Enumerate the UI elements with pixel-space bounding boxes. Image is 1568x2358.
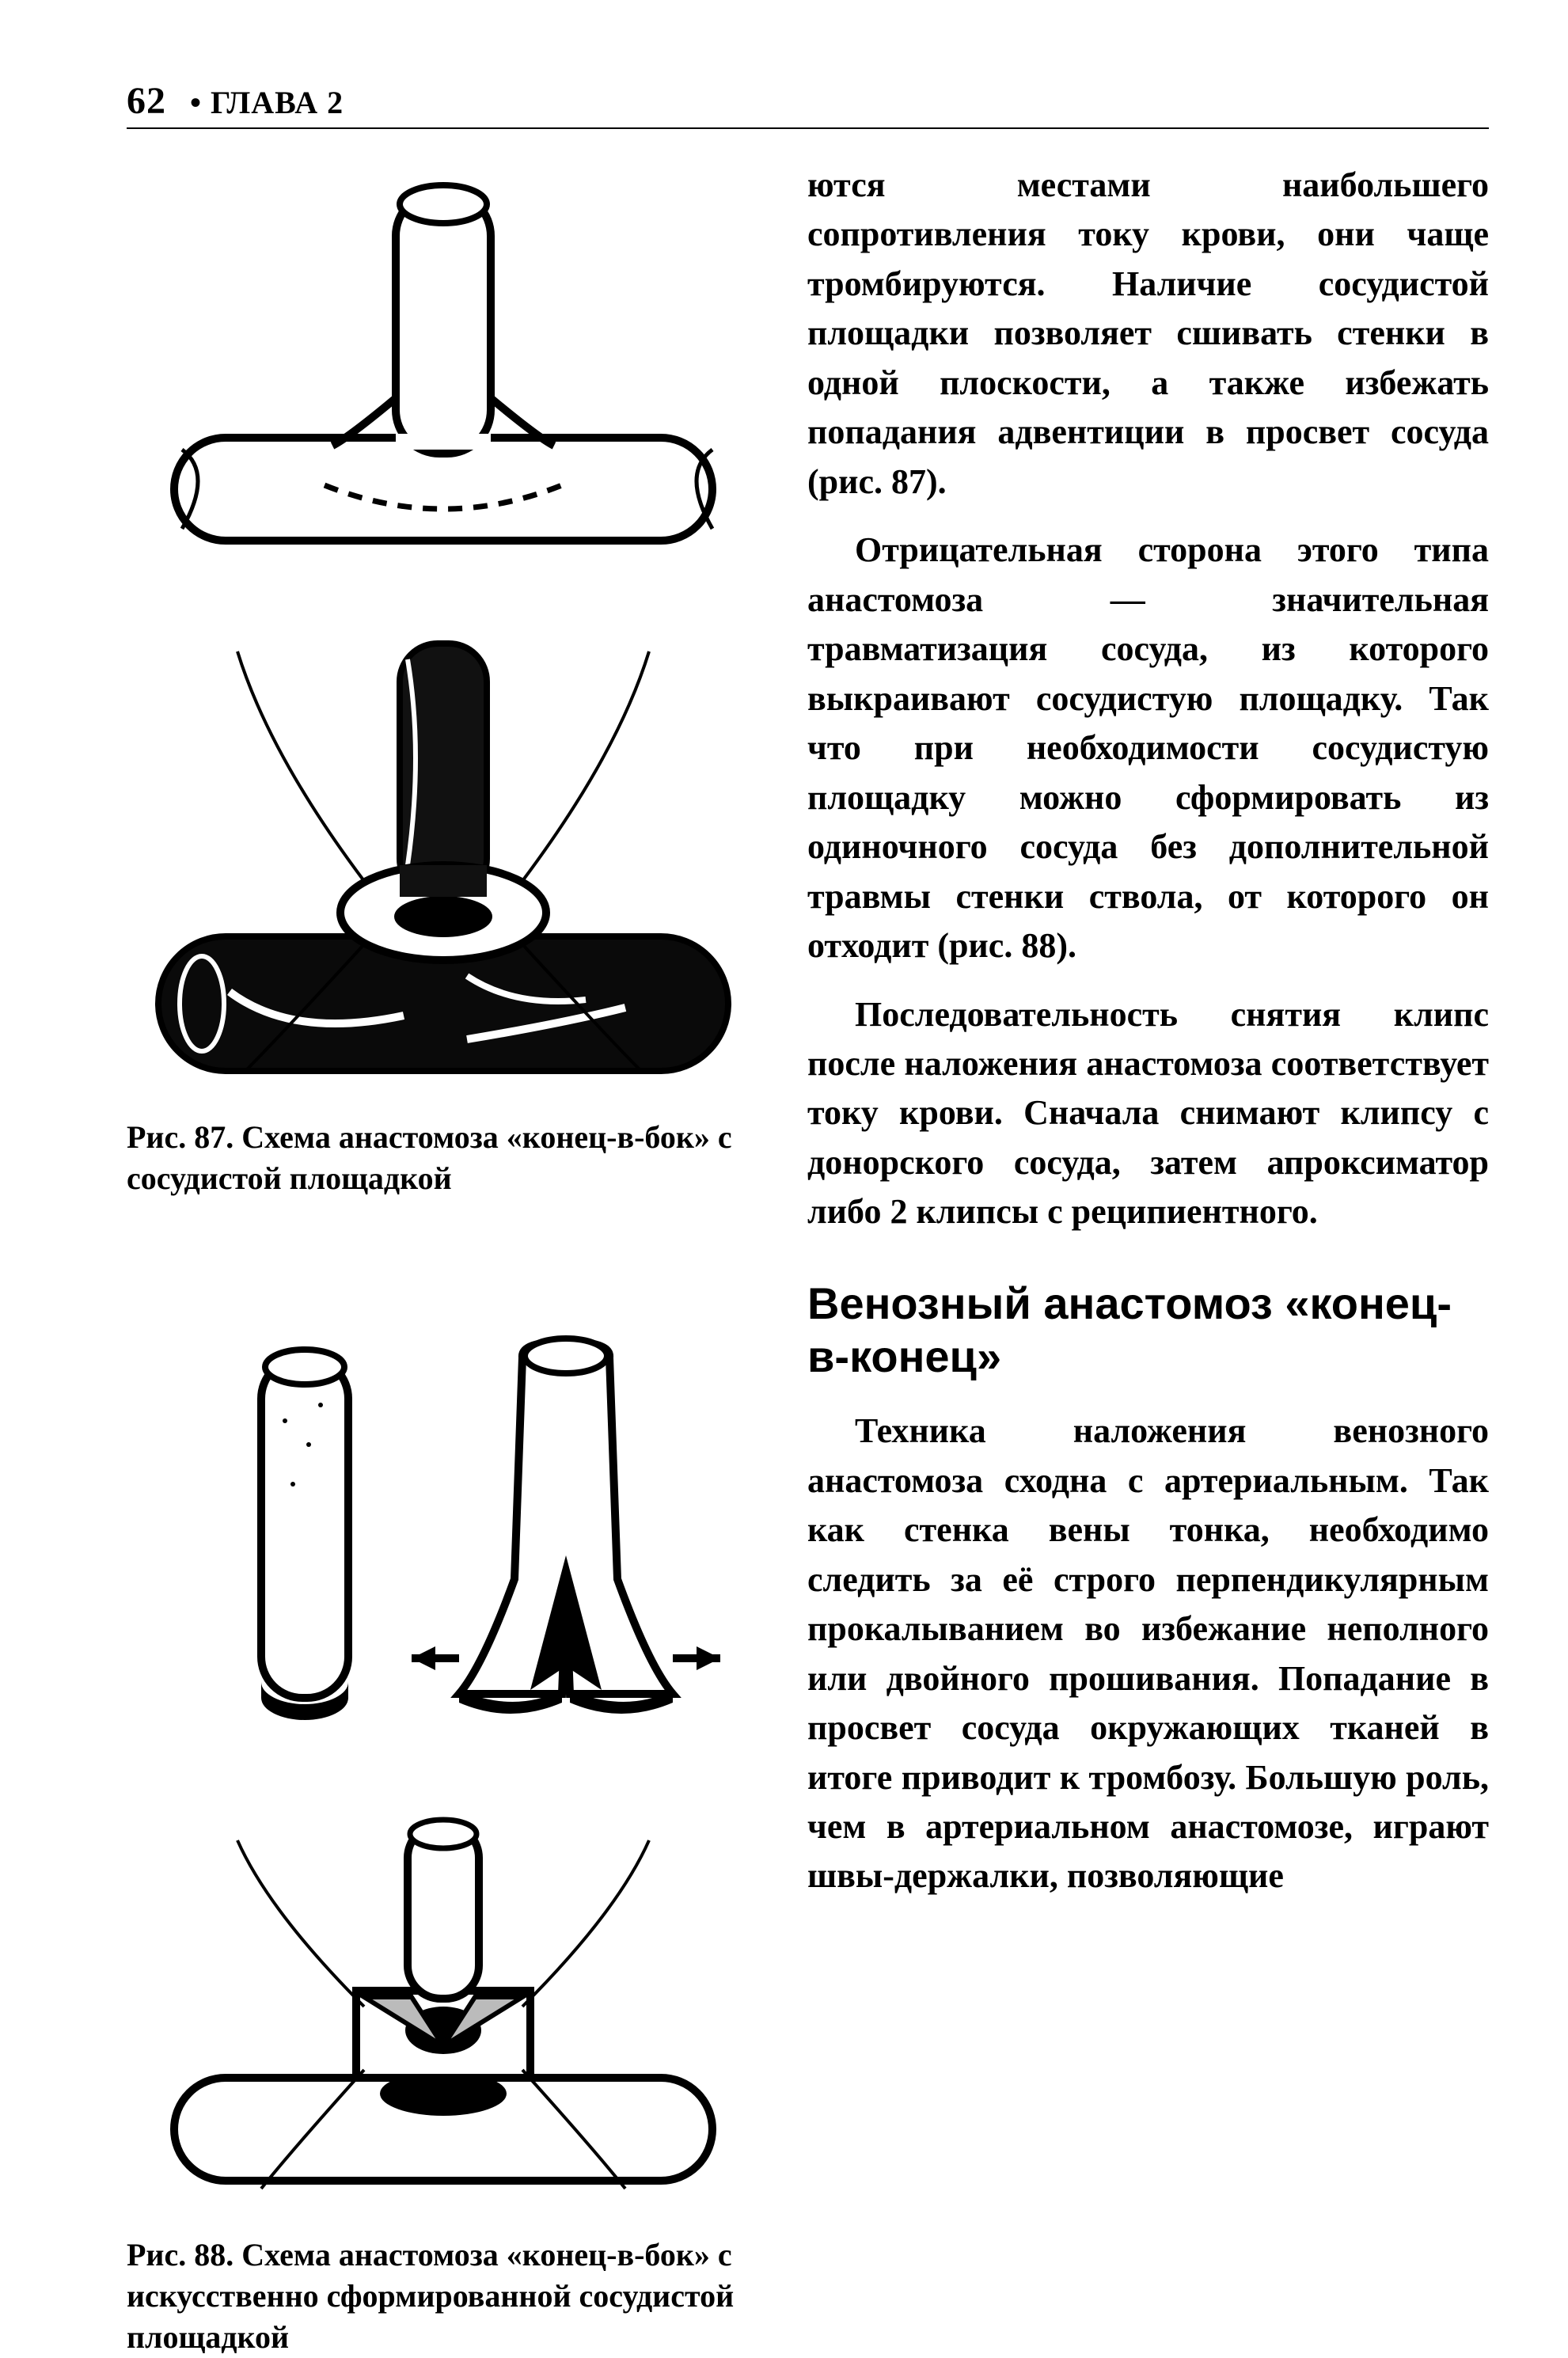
figure-88-upper [127,1294,760,1769]
paragraph-2: Отрицательная сторона этого типа анастом… [807,526,1489,970]
spacer [127,1223,760,1270]
figures-column: Рис. 87. Схема анастомоза «конец-в-бок» … [127,161,760,2358]
figure-87-label: Рис. 87. [127,1119,233,1155]
figure-87-caption: Рис. 87. Схема анастомоза «конец-в-бок» … [127,1117,760,1199]
figure-87-lower [127,596,760,1087]
section-heading: Венозный анастомоз «конец-в-конец» [807,1277,1489,1383]
figure-87-lower-svg [127,596,760,1087]
figure-88-lower-svg [127,1793,760,2204]
figure-87-upper [127,161,760,572]
chapter-label: • ГЛАВА 2 [190,84,344,121]
paragraph-1: ются местами наибольшего сопротивления т… [807,161,1489,507]
page-number: 62 [127,79,166,123]
page: 62 • ГЛАВА 2 [0,0,1568,2338]
figure-87-upper-svg [127,161,760,572]
running-header: 62 • ГЛАВА 2 [127,79,1489,129]
figure-88-lower [127,1793,760,2204]
body-text-column: ются местами наибольшего сопротивления т… [807,161,1489,2358]
paragraph-3: Последовательность снятия клипс после на… [807,990,1489,1237]
figure-88-caption: Рис. 88. Схема анастомоза «конец-в-бок» … [127,2235,760,2358]
two-column-layout: Рис. 87. Схема анастомоза «конец-в-бок» … [127,161,1489,2358]
paragraph-4: Техника наложения венозного анастомоза с… [807,1407,1489,1901]
figure-88-label: Рис. 88. [127,2237,233,2273]
figure-88-upper-svg [127,1294,760,1769]
